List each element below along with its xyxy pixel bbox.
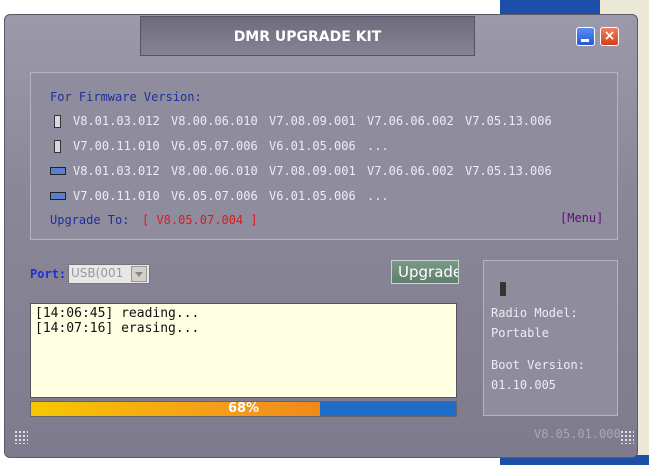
firmware-version: ... (367, 189, 389, 203)
firmware-version: V7.05.13.006 (465, 164, 552, 178)
firmware-row: V8.01.03.012 V8.00.06.010 V7.08.09.001 V7.0… (50, 114, 590, 130)
firmware-version: V8.01.03.012 (73, 164, 160, 178)
port-label: Port: (30, 267, 67, 281)
firmware-version: V7.08.09.001 (269, 114, 356, 128)
firmware-version: V7.00.11.010 (73, 189, 160, 203)
firmware-version: V7.05.13.006 (465, 114, 552, 128)
upgrade-label: Upgrade To: (50, 213, 130, 227)
app-version: V8.05.01.000 (534, 427, 621, 441)
dropdown-arrow[interactable] (131, 266, 147, 282)
mobile-icon (50, 192, 66, 200)
menu-link[interactable]: [Menu] (560, 211, 604, 225)
firmware-version: V7.00.11.010 (73, 139, 160, 153)
firmware-row: V8.01.03.012 V8.00.06.010 V7.08.09.001 V7.0… (50, 164, 590, 180)
log-line: [14:07:16] erasing... (35, 321, 200, 336)
log-box: [14:06:45] reading... [14:07:16] erasing.… (30, 303, 457, 398)
window-title: DMR UPGRADE KIT (140, 16, 475, 56)
firmware-version: V8.00.06.010 (171, 114, 258, 128)
firmware-version: V6.05.07.006 (171, 139, 258, 153)
firmware-panel (30, 72, 618, 240)
firmware-version: V7.08.09.001 (269, 164, 356, 178)
firmware-version: V8.00.06.010 (171, 164, 258, 178)
firmware-row: V7.00.11.010 V6.05.07.006 V6.01.05.006... (50, 139, 590, 155)
firmware-version: ... (367, 139, 389, 153)
upgrade-button[interactable]: Upgrade (391, 260, 459, 284)
boot-label: Boot Version: (491, 358, 585, 372)
mobile-icon (50, 167, 66, 175)
resize-grip (14, 430, 28, 444)
firmware-version: V7.06.06.002 (367, 114, 454, 128)
port-select[interactable]: USB(001 (68, 264, 150, 284)
progress-bar: 68% (30, 401, 457, 417)
log-line: [14:06:45] reading... (35, 306, 200, 321)
firmware-version: V8.01.03.012 (73, 114, 160, 128)
radio-icon (500, 282, 506, 296)
firmware-heading: For Firmware Version: (50, 90, 202, 104)
model-value: Portable (491, 326, 549, 340)
minimize-button[interactable] (576, 27, 595, 46)
upgrade-target: [ V8.05.07.004 ] (142, 213, 258, 227)
firmware-version: V6.05.07.006 (171, 189, 258, 203)
firmware-version: V6.01.05.006 (269, 139, 356, 153)
boot-value: 01.10.005 (491, 378, 557, 392)
firmware-version: V7.06.06.002 (367, 164, 454, 178)
firmware-row: V7.00.11.010 V6.05.07.006 V6.01.05.006... (50, 189, 590, 205)
close-button[interactable]: × (600, 27, 619, 46)
progress-fill (31, 402, 320, 416)
handheld-icon (54, 115, 61, 128)
firmware-version: V6.01.05.006 (269, 189, 356, 203)
handheld-icon (54, 140, 61, 153)
progress-label: 68% (227, 401, 260, 416)
model-label: Radio Model: (491, 306, 578, 320)
resize-grip (620, 430, 634, 444)
